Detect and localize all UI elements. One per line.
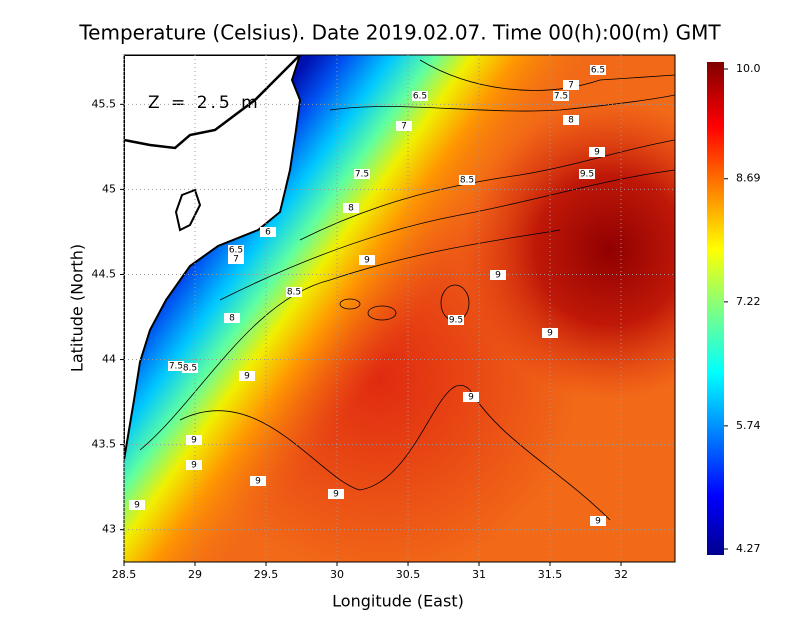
contour-label-bg	[542, 328, 558, 338]
contour-label-bg	[250, 476, 266, 486]
contour-label-bg	[343, 203, 359, 213]
contour-label: 9	[333, 490, 339, 500]
contour-label-bg	[589, 147, 605, 157]
contour-label-bg	[186, 460, 202, 470]
x-tick-label: 32	[614, 568, 628, 581]
contour-label: 7	[233, 255, 239, 265]
contour-label-bg	[563, 80, 579, 90]
contour-label: 8.5	[287, 288, 301, 298]
contour-label-bg	[228, 245, 244, 255]
chart-title: Temperature (Celsius). Date 2019.02.07. …	[78, 21, 721, 45]
contour-label-bg	[590, 65, 606, 75]
contour-label: 9.5	[580, 170, 594, 180]
x-tick-label: 30.5	[396, 568, 421, 581]
y-tick-label: 44	[102, 353, 116, 366]
contour-label-bg	[590, 516, 606, 526]
contour-label: 7	[401, 122, 407, 132]
contour-label-bg	[396, 121, 412, 131]
annotation: Z = 2.5 m	[148, 93, 261, 113]
contour-label-bg	[286, 287, 302, 297]
contour-label-bg	[168, 361, 184, 371]
contour-label: 9	[495, 271, 501, 281]
contour-label-bg	[459, 175, 475, 185]
contour-label-bg	[448, 315, 464, 325]
contour-label: 9.5	[449, 316, 463, 326]
contour-label: 7	[568, 81, 574, 91]
y-tick-label: 43.5	[92, 438, 117, 451]
contour-label: 8	[348, 204, 354, 214]
contour-label: 6	[265, 228, 271, 238]
y-axis-label: Latitude (North)	[68, 244, 87, 372]
x-tick-label: 30	[330, 568, 344, 581]
y-tick-label: 45	[102, 182, 116, 195]
contour-label: 8.5	[183, 364, 197, 374]
contour-label-bg	[354, 169, 370, 179]
contour-label: 8	[568, 116, 574, 126]
contour-label: 8	[229, 314, 235, 324]
colorbar	[707, 62, 724, 555]
contour-label-bg	[129, 500, 145, 510]
colorbar-tick-label: 10.0	[736, 62, 761, 75]
contour-label-bg	[228, 254, 244, 264]
heatmap	[124, 55, 675, 562]
contour-label-bg	[182, 363, 198, 373]
contour-label: 7.5	[554, 92, 568, 102]
contour-label-bg	[579, 169, 595, 179]
x-tick-label: 31.5	[538, 568, 563, 581]
x-tick-label: 29	[188, 568, 202, 581]
contour-label-bg	[328, 489, 344, 499]
contour-label: 7.5	[169, 362, 183, 372]
plot-frame	[123, 54, 676, 563]
contour-label-bg	[186, 435, 202, 445]
contour-label: 9	[594, 148, 600, 158]
contour-label: 9	[191, 461, 197, 471]
contour-label: 9	[547, 329, 553, 339]
contour-label: 9	[255, 477, 261, 487]
contour-label: 9	[244, 372, 250, 382]
contour-label-bg	[463, 392, 479, 402]
contour-label-bg	[239, 371, 255, 381]
contour-label-bg	[224, 313, 240, 323]
contour-label-bg	[260, 227, 276, 237]
colorbar-tick-label: 5.74	[736, 419, 761, 432]
contour-label: 9	[364, 256, 370, 266]
contour-label: 9	[134, 501, 140, 511]
contour-label: 9	[595, 517, 601, 527]
x-tick-label: 31	[472, 568, 486, 581]
x-tick-label: 29.5	[254, 568, 279, 581]
y-tick-label: 45.5	[92, 97, 117, 110]
contour-label-bg	[359, 255, 375, 265]
contour-label: 6.5	[229, 246, 243, 256]
y-tick-label: 43	[102, 523, 116, 536]
contour-label: 9	[191, 436, 197, 446]
contour-label: 6.5	[591, 66, 605, 76]
contour-label-bg	[490, 270, 506, 280]
x-axis-label: Longitude (East)	[332, 592, 464, 611]
contour-label-bg	[563, 115, 579, 125]
contour-label: 6.5	[413, 92, 427, 102]
colorbar-tick-label: 4.27	[736, 542, 761, 555]
contour-label-bg	[553, 91, 569, 101]
contour-label: 8.5	[460, 176, 474, 186]
y-tick-label: 44.5	[92, 267, 117, 280]
contour-label-bg	[412, 91, 428, 101]
contour-label: 9	[468, 393, 474, 403]
colorbar-tick-label: 7.22	[736, 295, 761, 308]
contour-label: 7.5	[355, 170, 369, 180]
x-tick-label: 28.5	[112, 568, 137, 581]
colorbar-tick-label: 8.69	[736, 172, 761, 185]
